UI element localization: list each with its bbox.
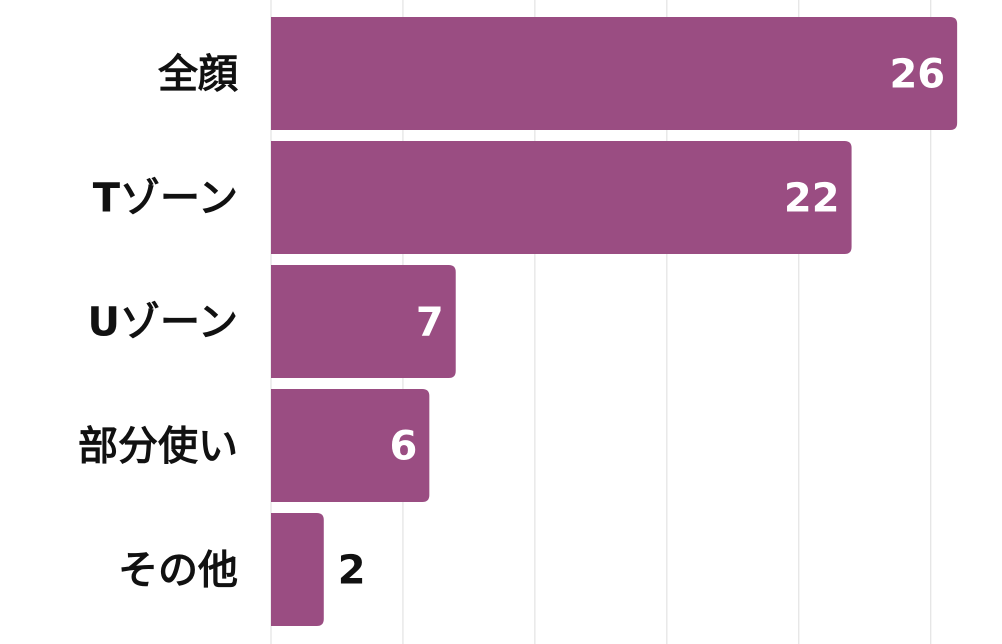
bar bbox=[271, 513, 324, 626]
data-label: 22 bbox=[784, 176, 840, 222]
category-label: Uゾーン bbox=[88, 300, 238, 346]
bar bbox=[271, 141, 852, 254]
data-label: 7 bbox=[416, 300, 444, 346]
category-label: 部分使い bbox=[78, 424, 238, 470]
bar bbox=[271, 265, 456, 378]
category-label: 全顔 bbox=[157, 52, 238, 98]
data-label: 26 bbox=[889, 52, 945, 98]
bar bbox=[271, 389, 430, 502]
category-label: Tゾーン bbox=[93, 176, 238, 222]
data-label: 6 bbox=[389, 424, 417, 470]
category-label: その他 bbox=[118, 548, 238, 594]
data-label: 2 bbox=[338, 548, 366, 594]
bar bbox=[271, 17, 958, 130]
